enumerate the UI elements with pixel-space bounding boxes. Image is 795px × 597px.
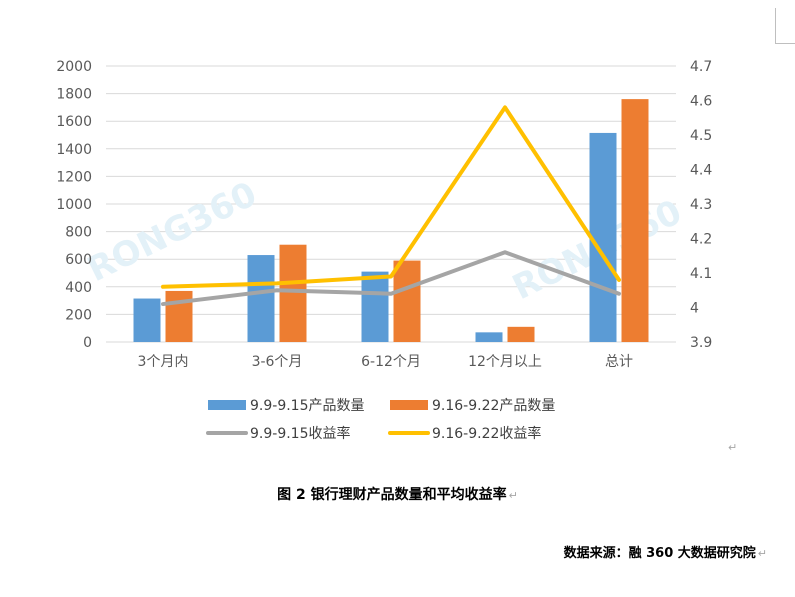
right-tick-label: 4.6 [690, 94, 712, 110]
right-tick-label: 4.2 [690, 232, 712, 248]
bar [621, 99, 649, 343]
left-axis-ticks: 0 200 400 600 800 1000 1200 1400 1600 1800 2000 [56, 59, 92, 351]
left-tick-label: 2000 [56, 59, 92, 75]
caption-text: 图 2 银行理财产品数量和平均收益率 [277, 487, 507, 503]
legend-swatch [208, 400, 246, 410]
page-corner-mark [775, 8, 795, 44]
source-paragraph-mark: ↵ [757, 547, 767, 560]
left-tick-label: 600 [65, 252, 92, 268]
left-tick-label: 1800 [56, 87, 92, 103]
bar [393, 260, 421, 342]
category-label: 12个月以上 [468, 354, 542, 370]
data-source: 数据来源：融 360 大数据研究院 ↵ [564, 542, 767, 561]
category-label: 3-6个月 [252, 354, 303, 370]
legend-label: 9.9-9.15收益率 [250, 425, 351, 442]
lines [161, 105, 621, 307]
category-label: 6-12个月 [361, 354, 421, 370]
caption-paragraph-mark: ↵ [508, 489, 518, 502]
right-tick-label: 4.7 [690, 59, 712, 75]
left-tick-label: 0 [83, 335, 92, 351]
legend-label: 9.9-9.15产品数量 [250, 398, 365, 414]
left-tick-label: 1000 [56, 197, 92, 213]
bars [133, 99, 649, 343]
right-tick-label: 4.4 [690, 163, 712, 179]
bar [133, 298, 161, 342]
legend-label: 9.16-9.22收益率 [432, 425, 541, 442]
series-line [161, 105, 621, 289]
source-text: 数据来源：融 360 大数据研究院 [563, 546, 756, 561]
category-label: 3个月内 [138, 354, 189, 370]
bar [475, 332, 503, 342]
bar [589, 132, 617, 342]
watermark-text: RONG360 [81, 174, 262, 290]
left-tick-label: 400 [65, 280, 92, 296]
left-tick-label: 1600 [56, 114, 92, 130]
right-tick-label: 4.5 [690, 128, 712, 144]
bar [247, 255, 275, 342]
right-axis-ticks: 3.9 4 4.1 4.2 4.3 4.4 4.5 4.6 4.7 [690, 59, 712, 351]
legend-label: 9.16-9.22产品数量 [432, 398, 555, 414]
bar [361, 271, 389, 342]
combo-chart: RONG360RONG360 0200400600800100012001400… [56, 59, 712, 442]
left-tick-label: 1200 [56, 169, 92, 185]
right-tick-label: 4 [690, 301, 699, 317]
left-tick-label: 1400 [56, 142, 92, 158]
right-tick-label: 4.1 [690, 266, 712, 282]
left-tick-label: 800 [65, 225, 92, 241]
bar [507, 326, 535, 342]
category-labels: 3个月内 3-6个月 6-12个月 12个月以上 总计 [138, 354, 633, 370]
figure-caption: 图 2 银行理财产品数量和平均收益率 ↵ [0, 484, 795, 504]
category-label: 总计 [605, 354, 633, 370]
right-tick-label: 3.9 [690, 335, 712, 351]
paragraph-mark: ↵ [728, 441, 738, 454]
left-tick-label: 200 [65, 307, 92, 323]
bar [165, 290, 193, 342]
bar [279, 244, 307, 342]
series-line [161, 250, 621, 307]
legend-swatch [390, 400, 428, 410]
right-tick-label: 4.3 [690, 197, 712, 213]
legend: 9.9-9.15产品数量 9.16-9.22产品数量 9.9-9.15收益率 9.16… [206, 398, 555, 442]
